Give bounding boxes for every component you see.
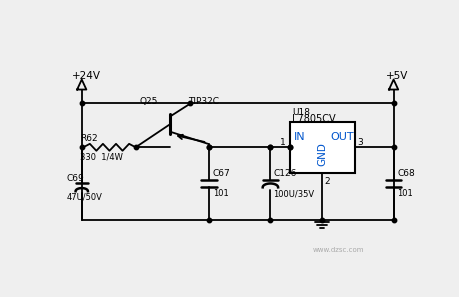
Text: 2: 2 — [324, 177, 329, 186]
Text: GND: GND — [317, 142, 327, 166]
Text: IN: IN — [293, 132, 304, 142]
Bar — [289, 122, 354, 173]
Text: C126: C126 — [273, 169, 296, 178]
Text: OUT: OUT — [330, 132, 353, 142]
Text: 101: 101 — [212, 189, 228, 198]
Text: TIP32C: TIP32C — [188, 97, 218, 106]
Text: 101: 101 — [397, 189, 412, 198]
Text: L7805CV: L7805CV — [291, 114, 335, 124]
Text: 47U/50V: 47U/50V — [66, 193, 102, 202]
Text: +24V: +24V — [72, 71, 101, 81]
Text: 330  1/4W: 330 1/4W — [80, 152, 123, 161]
Text: C69: C69 — [66, 173, 84, 183]
Text: 100U/35V: 100U/35V — [273, 190, 314, 199]
Text: R62: R62 — [80, 134, 98, 143]
Text: +5V: +5V — [385, 71, 408, 81]
Text: U18: U18 — [291, 108, 309, 117]
Text: C67: C67 — [212, 169, 230, 178]
Text: 1: 1 — [280, 138, 285, 147]
Text: C68: C68 — [397, 169, 414, 178]
Text: Q25: Q25 — [139, 97, 157, 106]
Text: www.dzsc.com: www.dzsc.com — [312, 247, 364, 253]
Text: 3: 3 — [357, 138, 362, 147]
